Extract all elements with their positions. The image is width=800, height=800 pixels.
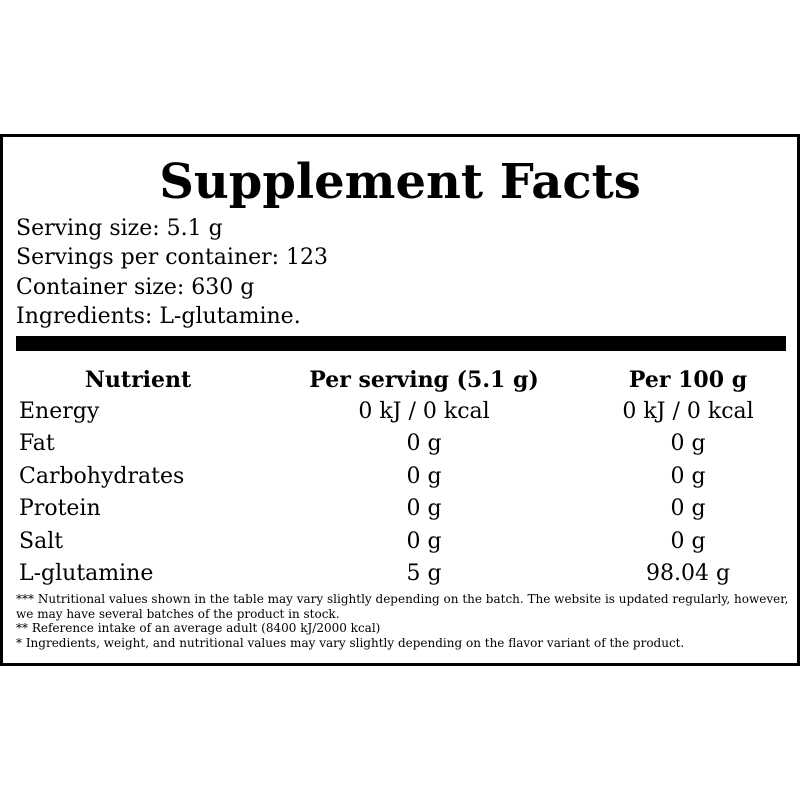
- table-cell: Energy: [19, 399, 100, 424]
- footnote: * Ingredients, weight, and nutritional v…: [16, 635, 685, 650]
- table-cell: 0 g: [670, 528, 706, 554]
- title: Supplement Facts: [159, 154, 641, 210]
- table-cell: 5 g: [406, 561, 442, 586]
- table-cell: Carbohydrates: [19, 463, 185, 489]
- table-cell: 0 g: [406, 496, 442, 522]
- table-cell: 98.04 g: [645, 561, 731, 586]
- info-line: Serving size: 5.1 g: [16, 216, 223, 241]
- info-line: Container size: 630 g: [16, 274, 255, 300]
- table-cell: 0 kJ / 0 kcal: [358, 399, 490, 424]
- footnotes: *** Nutritional values shown in the tabl…: [16, 592, 791, 650]
- footnote: *** Nutritional values shown in the tabl…: [16, 592, 789, 621]
- info-line: Ingredients: L-glutamine.: [16, 303, 301, 329]
- table-cell: 0 g: [406, 528, 442, 554]
- column-header: Per 100 g: [628, 367, 748, 393]
- footnote: ** Reference intake of an average adult …: [16, 621, 381, 635]
- divider: [16, 336, 786, 351]
- column-header: Per serving (5.1 g): [309, 367, 539, 393]
- table-cell: 0 g: [670, 496, 706, 522]
- table-cell: 0 g: [670, 463, 706, 489]
- table-cell: L-glutamine: [19, 561, 154, 586]
- table-cell: 0 g: [670, 431, 706, 457]
- info-line: Servings per container: 123: [16, 245, 329, 271]
- table-cell: 0 g: [406, 463, 442, 489]
- label-box: Supplement Facts Serving size: 5.1 g Serv…: [0, 134, 800, 666]
- table-cell: 0 g: [406, 431, 442, 457]
- column-header: Nutrient: [84, 367, 192, 393]
- table-cell: 0 kJ / 0 kcal: [622, 399, 754, 424]
- table-cell: Protein: [19, 496, 101, 522]
- table-cell: Salt: [19, 528, 64, 554]
- table-cell: Fat: [19, 431, 55, 457]
